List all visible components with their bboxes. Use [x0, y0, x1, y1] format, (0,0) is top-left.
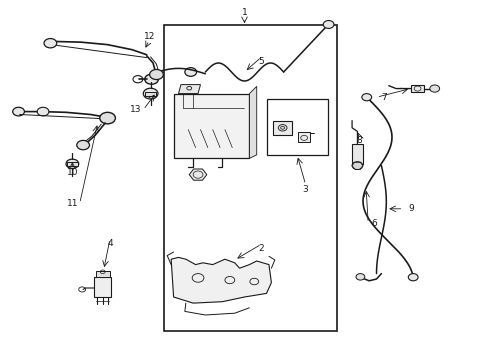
- Circle shape: [184, 68, 196, 76]
- Bar: [272, 121, 292, 135]
- Bar: [410, 85, 424, 92]
- Bar: [144, 92, 156, 96]
- Bar: [67, 162, 78, 166]
- Bar: [173, 94, 249, 158]
- Circle shape: [44, 39, 57, 48]
- Circle shape: [361, 94, 371, 101]
- Circle shape: [323, 21, 333, 28]
- Text: 7: 7: [380, 93, 386, 102]
- Bar: [351, 144, 362, 164]
- Bar: [94, 277, 111, 297]
- Text: 12: 12: [143, 32, 155, 41]
- Circle shape: [37, 107, 49, 116]
- Polygon shape: [189, 169, 206, 180]
- Circle shape: [66, 159, 79, 168]
- Circle shape: [351, 162, 362, 170]
- Polygon shape: [249, 86, 256, 158]
- Text: 10: 10: [66, 168, 78, 177]
- Circle shape: [143, 88, 158, 99]
- Bar: [163, 25, 337, 331]
- Text: 13: 13: [130, 105, 142, 114]
- Circle shape: [100, 112, 115, 124]
- Text: 11: 11: [66, 199, 78, 208]
- Text: 3: 3: [302, 185, 308, 194]
- Bar: [96, 271, 109, 277]
- Circle shape: [77, 140, 89, 150]
- Circle shape: [149, 69, 163, 80]
- Circle shape: [144, 74, 158, 84]
- Circle shape: [13, 107, 24, 116]
- Polygon shape: [171, 257, 271, 303]
- Bar: [266, 99, 327, 155]
- Text: 5: 5: [258, 57, 264, 66]
- Text: 8: 8: [356, 136, 362, 145]
- Bar: [298, 132, 309, 142]
- Text: 9: 9: [407, 204, 413, 213]
- Polygon shape: [178, 85, 200, 94]
- Text: 1: 1: [241, 8, 247, 17]
- Circle shape: [278, 125, 286, 131]
- Circle shape: [407, 274, 417, 281]
- Text: 4: 4: [107, 239, 113, 248]
- Text: 2: 2: [258, 244, 264, 253]
- Text: 6: 6: [370, 219, 376, 228]
- Circle shape: [355, 274, 364, 280]
- Circle shape: [429, 85, 439, 92]
